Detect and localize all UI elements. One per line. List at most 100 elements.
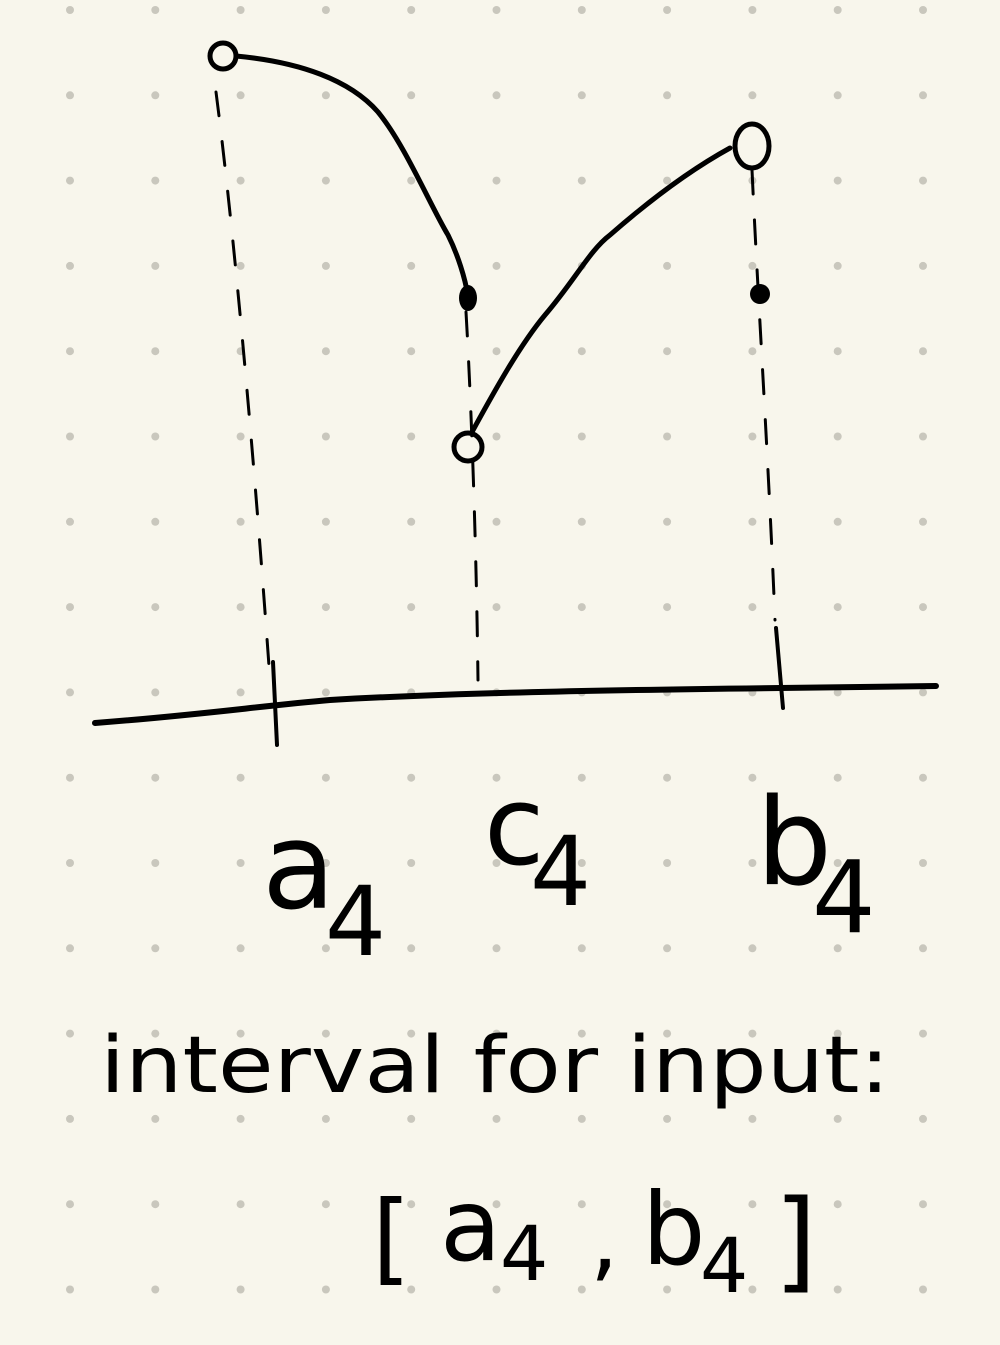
grid-dot xyxy=(663,1200,672,1209)
grid-dot xyxy=(151,176,160,185)
grid-dot xyxy=(407,1200,416,1209)
grid-dot xyxy=(151,773,160,782)
label-c4: c 4 xyxy=(484,762,591,928)
grid-dot xyxy=(663,773,672,782)
grid-dot xyxy=(321,176,330,185)
grid-dot xyxy=(663,6,672,14)
grid-dot xyxy=(66,6,74,14)
grid-dot xyxy=(919,688,927,697)
grid-dot xyxy=(321,1114,330,1123)
grid-dot xyxy=(663,176,672,185)
grid-dot xyxy=(321,6,330,14)
grid-dot xyxy=(151,944,160,953)
grid-dot xyxy=(321,261,330,270)
grid-dot xyxy=(748,517,757,526)
grid-dot xyxy=(66,1029,74,1038)
grid-dot xyxy=(833,517,842,526)
grid-dot xyxy=(407,6,416,14)
curve-right-branch xyxy=(469,145,733,435)
grid-dot xyxy=(236,859,245,867)
grid-dot xyxy=(321,1200,330,1209)
note-b-sub: 4 xyxy=(700,1221,748,1310)
grid-dot xyxy=(663,1029,672,1038)
grid-dot xyxy=(492,517,501,526)
grid-dot xyxy=(492,859,501,867)
grid-dot xyxy=(748,944,757,953)
tick-b xyxy=(774,626,785,710)
grid-dot xyxy=(236,1114,245,1123)
grid-dot xyxy=(66,688,74,697)
grid-dot xyxy=(833,688,842,697)
label-c4-sub: 4 xyxy=(530,816,591,928)
grid-dot xyxy=(407,773,416,782)
note-line-2: [ a 4 , b 4 ] xyxy=(372,1167,817,1310)
grid-dot xyxy=(748,91,757,100)
grid-dot xyxy=(407,261,416,270)
grid-dot xyxy=(748,432,757,441)
grid-dot xyxy=(919,1114,927,1123)
grid-dot xyxy=(833,944,842,953)
grid-dot xyxy=(151,1029,160,1038)
x-axis xyxy=(92,683,939,726)
grid-dot xyxy=(492,1114,501,1123)
grid-dot xyxy=(66,859,74,867)
grid-dot xyxy=(236,603,245,612)
open-point-c-lower xyxy=(451,430,485,464)
grid-dot xyxy=(321,859,330,867)
curve-left-branch xyxy=(233,53,471,299)
grid-dot xyxy=(407,1114,416,1123)
grid-dot xyxy=(748,773,757,782)
note-line-1: interval for input: xyxy=(100,1021,890,1111)
grid-dot xyxy=(151,603,160,612)
grid-dot xyxy=(577,1285,586,1294)
grid-dot xyxy=(236,261,245,270)
grid-dot xyxy=(236,176,245,185)
grid-dot xyxy=(66,773,74,782)
grid-dot xyxy=(407,944,416,953)
grid-dot xyxy=(748,1200,757,1209)
grid-dot xyxy=(577,859,586,867)
grid-dot xyxy=(492,603,501,612)
grid-dot xyxy=(577,6,586,14)
grid-dot xyxy=(663,261,672,270)
label-a4: a 4 xyxy=(262,798,386,978)
grid-dot xyxy=(663,517,672,526)
grid-dot xyxy=(663,859,672,867)
grid-dot xyxy=(748,1029,757,1038)
grid-dot xyxy=(663,91,672,100)
tick-a xyxy=(271,660,279,747)
grid-dot xyxy=(577,347,586,356)
grid-dot xyxy=(663,944,672,953)
grid-dot xyxy=(407,176,416,185)
grid-dot xyxy=(492,944,501,953)
grid-dot xyxy=(66,517,74,526)
grid-dot xyxy=(236,6,245,14)
grid-dot xyxy=(151,6,160,14)
grid-dot xyxy=(321,773,330,782)
grid-dot xyxy=(492,1285,501,1294)
grid-dot xyxy=(321,688,330,697)
grid-dot xyxy=(492,1029,501,1038)
guide-line-c xyxy=(464,310,480,682)
filled-point-b-value xyxy=(750,284,770,304)
grid-dot xyxy=(833,859,842,867)
grid-dot xyxy=(151,688,160,697)
grid-dot xyxy=(577,603,586,612)
grid-dot xyxy=(407,347,416,356)
grid-dot xyxy=(66,1200,74,1209)
label-b4-sub: 4 xyxy=(812,839,876,956)
grid-dot xyxy=(919,944,927,953)
grid-dot xyxy=(492,432,501,441)
grid-dot xyxy=(748,603,757,612)
grid-dot xyxy=(151,91,160,100)
grid-dot xyxy=(577,91,586,100)
grid-dot xyxy=(663,1285,672,1294)
grid-dot xyxy=(919,517,927,526)
grid-dot xyxy=(66,261,74,270)
grid-dot xyxy=(66,176,74,185)
grid-dot xyxy=(833,603,842,612)
grid-dot xyxy=(663,347,672,356)
guide-line-b xyxy=(750,168,777,622)
grid-dot xyxy=(407,91,416,100)
